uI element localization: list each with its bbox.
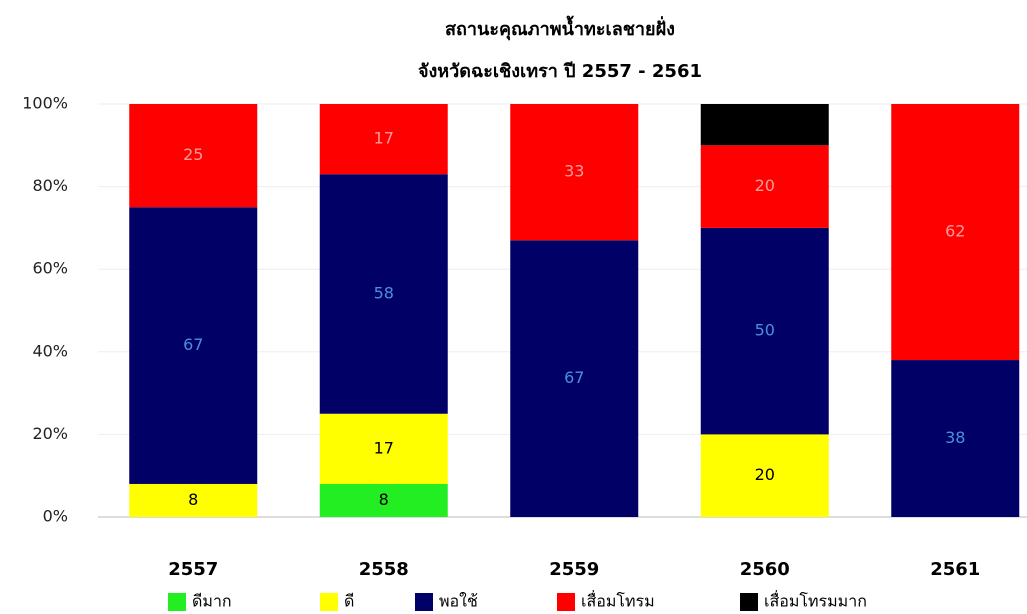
- bar-segment: [319, 104, 448, 175]
- legend-swatch: [557, 593, 575, 611]
- x-tick-label: 2558: [359, 559, 409, 580]
- bar-segment: [319, 413, 448, 484]
- bar-segment: [700, 434, 829, 517]
- x-tick-label: 2559: [549, 559, 599, 580]
- bar-segment: [510, 104, 639, 241]
- bar-segment: [700, 145, 829, 228]
- data-label: 8: [379, 490, 389, 509]
- data-label: 20: [755, 465, 775, 484]
- data-label: 17: [374, 129, 394, 148]
- data-label: 58: [374, 283, 394, 302]
- data-label: 20: [755, 176, 775, 195]
- y-tick-label: 0%: [43, 507, 68, 526]
- bar-segment: [129, 104, 258, 208]
- legend-label: เสื่อมโทรมมาก: [764, 590, 867, 611]
- legend-swatch: [415, 593, 433, 611]
- bar-segment: [129, 483, 258, 517]
- legend-label: ดี: [344, 592, 354, 611]
- bar-segment: [129, 207, 258, 484]
- data-label: 50: [755, 321, 775, 340]
- data-label: 17: [374, 438, 394, 457]
- legend-label: ดีมาก: [192, 592, 232, 611]
- data-label: 33: [564, 162, 584, 181]
- data-label: 38: [945, 428, 965, 447]
- data-label: 67: [183, 335, 203, 354]
- x-tick-label: 2560: [740, 559, 790, 580]
- legend-label: พอใช้: [439, 592, 478, 611]
- x-tick-label: 2561: [930, 559, 980, 580]
- y-tick-label: 40%: [32, 341, 68, 360]
- data-label: 62: [945, 222, 965, 241]
- bar-segment: [510, 240, 639, 518]
- y-tick-label: 60%: [32, 259, 68, 278]
- bar-segment: [319, 174, 448, 414]
- x-tick-label: 2557: [168, 559, 218, 580]
- bar-segment: [891, 104, 1020, 361]
- chart-title: สถานะคุณภาพน้ำทะเลชายฝั่ง: [445, 15, 675, 41]
- chart-subtitle: จังหวัดฉะเชิงเทรา ปี 2557 - 2561: [418, 61, 702, 82]
- legend-swatch: [168, 593, 186, 611]
- y-tick-label: 80%: [32, 176, 68, 195]
- bar-segment: [700, 104, 829, 146]
- bar-segment: [319, 483, 448, 517]
- legend-label: เสื่อมโทรม: [581, 590, 655, 611]
- data-label: 8: [188, 490, 198, 509]
- bar-segment: [700, 227, 829, 435]
- legend-swatch: [740, 593, 758, 611]
- data-label: 25: [183, 145, 203, 164]
- y-tick-label: 20%: [32, 424, 68, 443]
- data-label: 67: [564, 368, 584, 387]
- y-tick-label: 100%: [22, 94, 68, 113]
- legend-swatch: [320, 593, 338, 611]
- bar-segment: [891, 360, 1020, 517]
